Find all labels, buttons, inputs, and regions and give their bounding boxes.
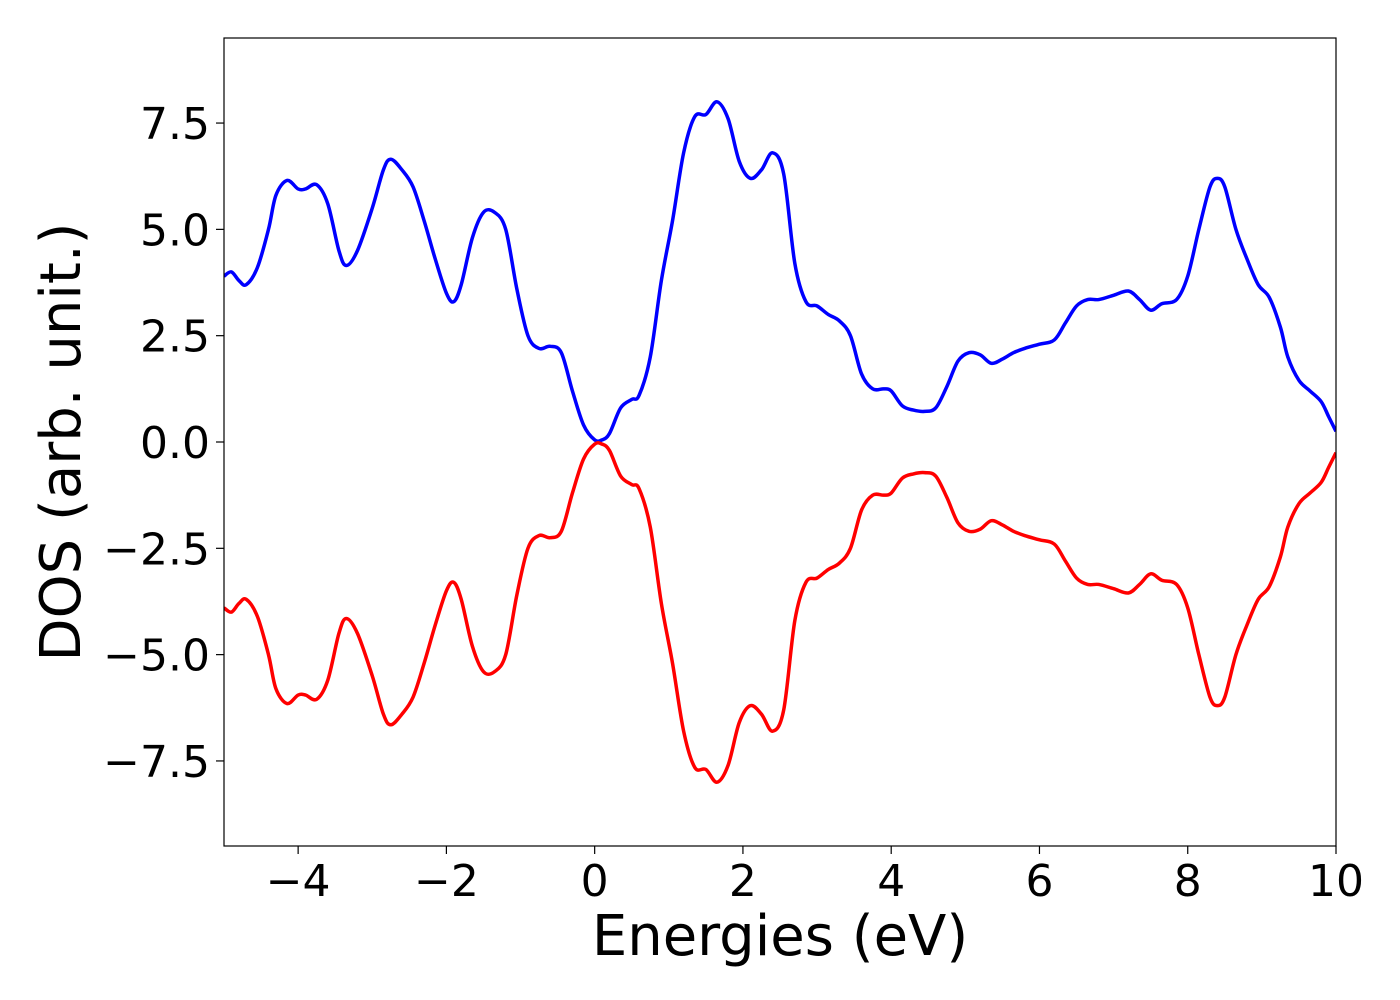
x-tick-label: 10 <box>1308 856 1364 907</box>
y-axis: 7.5 5.0 2.5 0.0 −2.5 −5.0 −7.5 <box>103 99 224 788</box>
x-axis: −4 −2 0 2 4 6 8 10 <box>266 846 1364 907</box>
x-axis-title: Energies (eV) <box>592 904 968 969</box>
x-tick-label: 2 <box>729 856 757 907</box>
series-line-1 <box>224 441 1336 784</box>
y-tick-label: −2.5 <box>103 524 210 575</box>
y-tick-label: −7.5 <box>103 737 210 788</box>
y-tick-label: −5.0 <box>103 631 210 682</box>
y-tick-label: 5.0 <box>140 205 210 256</box>
y-tick-label: 0.0 <box>140 418 210 469</box>
y-tick-label: 7.5 <box>140 99 210 150</box>
x-tick-label: 4 <box>877 856 905 907</box>
x-tick-label: −4 <box>266 856 331 907</box>
series-line-0 <box>224 100 1336 443</box>
y-axis-title: DOS (arb. unit.) <box>29 222 94 661</box>
x-tick-label: −2 <box>414 856 479 907</box>
x-tick-label: 0 <box>581 856 609 907</box>
x-tick-label: 8 <box>1174 856 1202 907</box>
x-tick-label: 6 <box>1025 856 1053 907</box>
series-layer <box>224 100 1336 784</box>
y-tick-label: 2.5 <box>140 312 210 363</box>
